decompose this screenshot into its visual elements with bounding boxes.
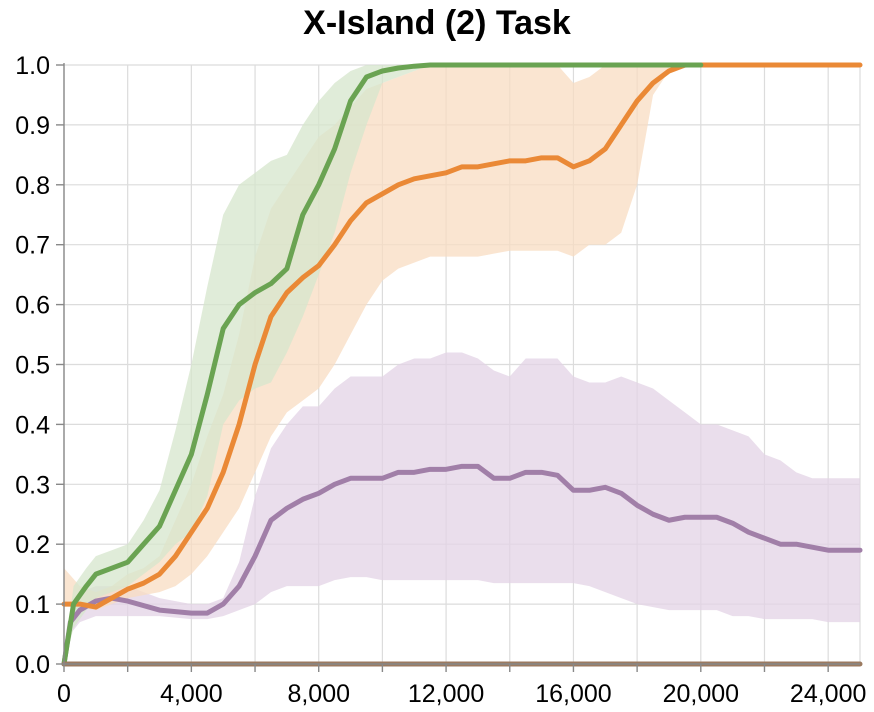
x-tick-label: 24,000 — [790, 680, 866, 708]
chart-title: X-Island (2) Task — [303, 4, 571, 42]
y-tick-label: 0.5 — [15, 352, 50, 380]
x-tick-label: 16,000 — [535, 680, 611, 708]
y-tick-label: 0.4 — [15, 411, 50, 439]
y-tick-label: 0.6 — [15, 292, 50, 320]
x-tick-label: 0 — [57, 680, 71, 708]
tick-labels: 0 4,000 8,000 12,000 16,000 20,000 24,000 0.0 0.… — [15, 52, 866, 708]
x-tick-label: 20,000 — [663, 680, 739, 708]
y-tick-label: 0.9 — [15, 112, 50, 140]
series-2-line — [61, 62, 704, 667]
series-0-band — [64, 352, 860, 664]
confidence-bands — [64, 65, 860, 664]
axes — [56, 63, 860, 672]
series-2-band — [64, 65, 701, 664]
y-tick-label: 0.8 — [15, 172, 50, 200]
series-1-line — [61, 62, 863, 610]
x-tick-label: 8,000 — [287, 680, 350, 708]
y-tick-label: 0.7 — [15, 232, 50, 260]
x-tick-label: 4,000 — [160, 680, 223, 708]
y-tick-label: 0.3 — [15, 471, 50, 499]
series-1-band — [64, 65, 860, 611]
y-tick-label: 1.0 — [15, 52, 50, 80]
y-tick-label: 0.2 — [15, 531, 50, 559]
y-tick-label: 0.1 — [15, 591, 50, 619]
x-tick-label: 12,000 — [408, 680, 484, 708]
y-tick-label: 0.0 — [15, 651, 50, 679]
series-0-line — [61, 463, 863, 667]
